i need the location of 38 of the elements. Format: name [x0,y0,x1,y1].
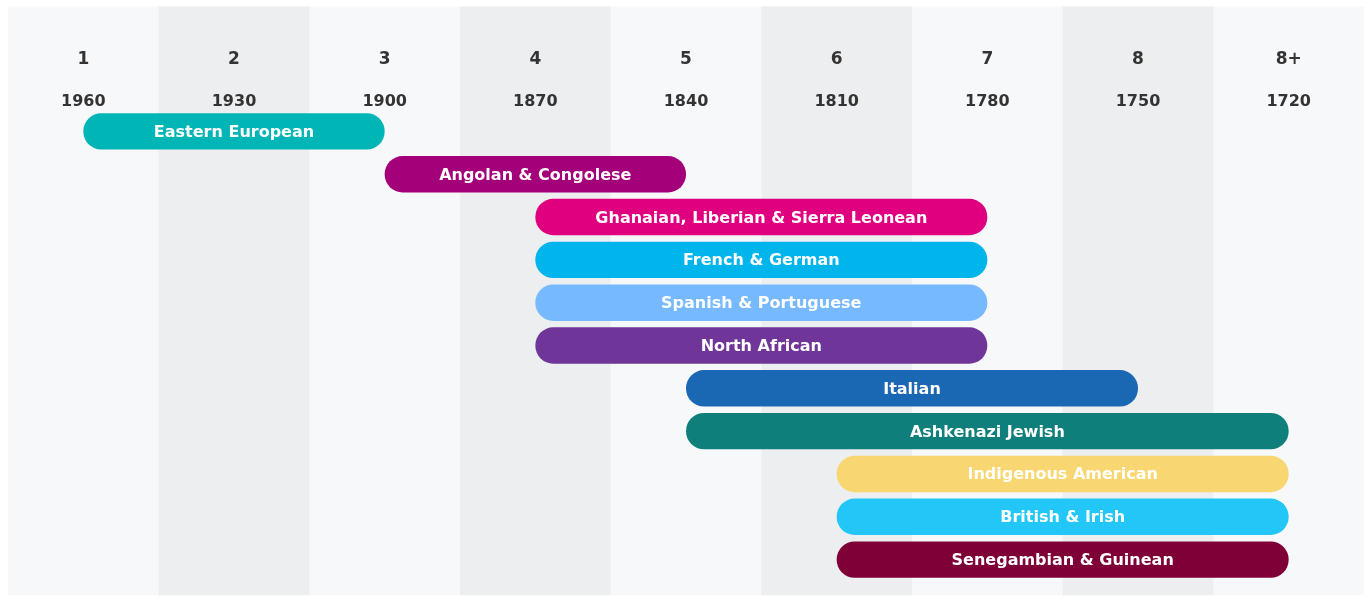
x2-tick-label: 1 [77,47,90,68]
bar [535,327,988,364]
y-tick-label: North African [700,336,822,355]
y-tick-label: Ghanaian, Liberian & Sierra Leonean [595,207,928,227]
x-tick-label: 1960 [61,90,106,110]
x2-tick-label: 7 [981,47,994,68]
y-tick-label: Senegambian & Guinean [951,550,1174,570]
x-tick-label: 1780 [965,90,1010,110]
bar [836,541,1289,578]
y-tick-label: British & Irish [1000,507,1126,527]
y-tick-label: Italian [883,378,941,398]
x-tick-label: 1810 [814,90,859,110]
bar [535,241,988,279]
x-tick-label: 1840 [663,90,709,110]
x-tick-label: 1930 [211,90,257,110]
x2-tick-label: 2 [228,47,240,68]
y-tick-label: Angolan & Congolese [439,164,632,184]
bar [836,498,1289,535]
x2-tick-label: 5 [680,47,692,68]
bar [836,455,1289,493]
y-tick-label: Ashkenazi Jewish [909,421,1065,441]
x-tick-label: 1900 [362,90,407,110]
bar [83,113,385,150]
x-tick-label: 1750 [1115,90,1161,110]
x2-tick-label: 8 [1132,47,1144,68]
bar [686,412,1289,450]
bar [535,284,988,321]
x2-tick-label: 3 [378,47,391,68]
x2-tick-label: 4 [529,47,542,68]
y-tick-label: French & German [682,250,840,270]
x-tick-label: 1870 [513,90,558,110]
y-tick-label: Spanish & Portuguese [661,293,862,313]
x2-tick-label: 8+ [1275,47,1302,68]
y-tick-label: Eastern European [153,121,315,141]
x-tick-label: 1720 [1266,90,1311,110]
y-tick-label: Indigenous American [967,464,1158,484]
bar [686,370,1138,407]
x2-tick-label: 6 [830,47,843,68]
